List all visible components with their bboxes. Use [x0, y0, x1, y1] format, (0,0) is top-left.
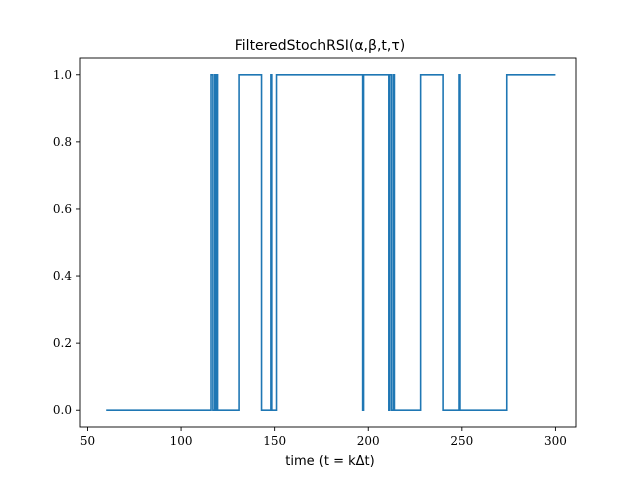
y-tick-label: 0.8 [53, 135, 72, 149]
x-tick-label: 250 [450, 434, 473, 448]
x-tick-label: 200 [357, 434, 380, 448]
plot-area: 50 100 150 200 250 300 0.0 0.2 0.4 0.6 0.8 1.0 [53, 57, 577, 448]
axes-frame [79, 57, 577, 428]
series-line [106, 73, 556, 412]
chart-title: FilteredStochRSI(α,β,t,τ) [235, 38, 405, 54]
y-tick-label: 1.0 [53, 68, 72, 82]
x-tick-label: 300 [544, 434, 567, 448]
x-tick-label: 150 [263, 434, 286, 448]
y-tick-label: 0.4 [53, 269, 72, 283]
y-tick-label: 0.0 [53, 403, 72, 417]
y-tick-label: 0.6 [53, 202, 72, 216]
y-tick-label: 0.2 [53, 336, 72, 350]
x-tick-label: 50 [80, 434, 95, 448]
x-axis-label: time (t = kΔt) [285, 454, 374, 469]
x-tick-label: 100 [170, 434, 193, 448]
